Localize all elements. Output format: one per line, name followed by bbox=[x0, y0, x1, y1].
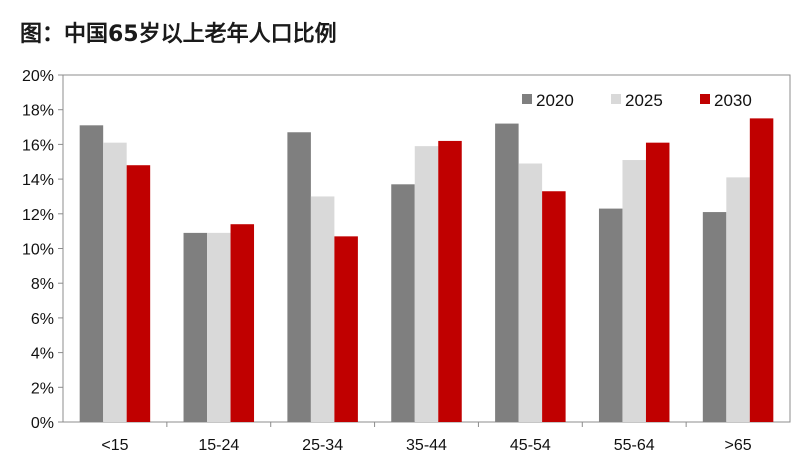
y-tick-label: 10% bbox=[22, 242, 54, 259]
x-tick-label: 35-44 bbox=[406, 437, 447, 454]
x-tick-label: >65 bbox=[725, 437, 752, 454]
x-tick-label: 15-24 bbox=[198, 437, 239, 454]
legend: 2020 2025 2030 bbox=[522, 91, 752, 110]
y-tick-label: 20% bbox=[22, 68, 54, 85]
bar-2025-0 bbox=[103, 142, 127, 423]
chart-title: 图：中国65岁以上老年人口比例 bbox=[20, 22, 337, 47]
x-tick-label: 55-64 bbox=[614, 437, 655, 454]
legend-swatch-2025 bbox=[611, 94, 621, 104]
y-tick-label: 12% bbox=[22, 207, 54, 224]
y-tick-label: 6% bbox=[31, 311, 54, 328]
bar-2020-1 bbox=[183, 232, 208, 422]
bar-2025-1 bbox=[207, 232, 231, 422]
y-tick-label: 14% bbox=[22, 172, 54, 189]
bar-2020-2 bbox=[287, 132, 311, 422]
legend-swatch-2020 bbox=[522, 94, 532, 104]
y-tick-label: 0% bbox=[31, 415, 54, 432]
bar-2020-0 bbox=[79, 125, 104, 422]
y-tick-label: 2% bbox=[31, 380, 54, 397]
bar-2025-2 bbox=[310, 196, 335, 422]
bar-2020-3 bbox=[391, 184, 415, 422]
y-axis: 0% 2% 4% 6% 8% 10% 12% 14% 16% 18% 20% bbox=[22, 68, 791, 432]
x-tick-label: <15 bbox=[101, 437, 128, 454]
bar-2030-5 bbox=[645, 142, 670, 423]
bar-2030-6 bbox=[749, 118, 774, 422]
y-tick-label: 18% bbox=[22, 103, 54, 120]
y-tick-label: 16% bbox=[22, 137, 54, 154]
bar-2030-0 bbox=[126, 165, 151, 422]
bar-2025-6 bbox=[726, 177, 750, 422]
x-tick-label: 45-54 bbox=[510, 437, 551, 454]
y-tick-label: 4% bbox=[31, 346, 54, 363]
legend-swatch-2030 bbox=[700, 94, 710, 104]
bar-2020-6 bbox=[702, 212, 727, 422]
bar-2025-4 bbox=[518, 163, 543, 423]
bar-2030-3 bbox=[438, 140, 462, 422]
y-tick-label: 8% bbox=[31, 276, 54, 293]
bars bbox=[79, 118, 774, 423]
bar-2030-4 bbox=[542, 191, 566, 422]
legend-label-2020: 2020 bbox=[536, 91, 574, 110]
x-axis: <15 15-24 25-34 35-44 45-54 55-64 >65 bbox=[101, 422, 752, 454]
bar-2030-2 bbox=[334, 236, 358, 422]
legend-label-2025: 2025 bbox=[625, 91, 663, 110]
bar-2020-5 bbox=[598, 208, 623, 422]
legend-label-2030: 2030 bbox=[714, 91, 752, 110]
bar-2025-3 bbox=[414, 146, 439, 422]
bar-2030-1 bbox=[230, 224, 255, 422]
bar-2020-4 bbox=[495, 123, 519, 422]
x-tick-label: 25-34 bbox=[302, 437, 343, 454]
bar-2025-5 bbox=[622, 160, 646, 422]
